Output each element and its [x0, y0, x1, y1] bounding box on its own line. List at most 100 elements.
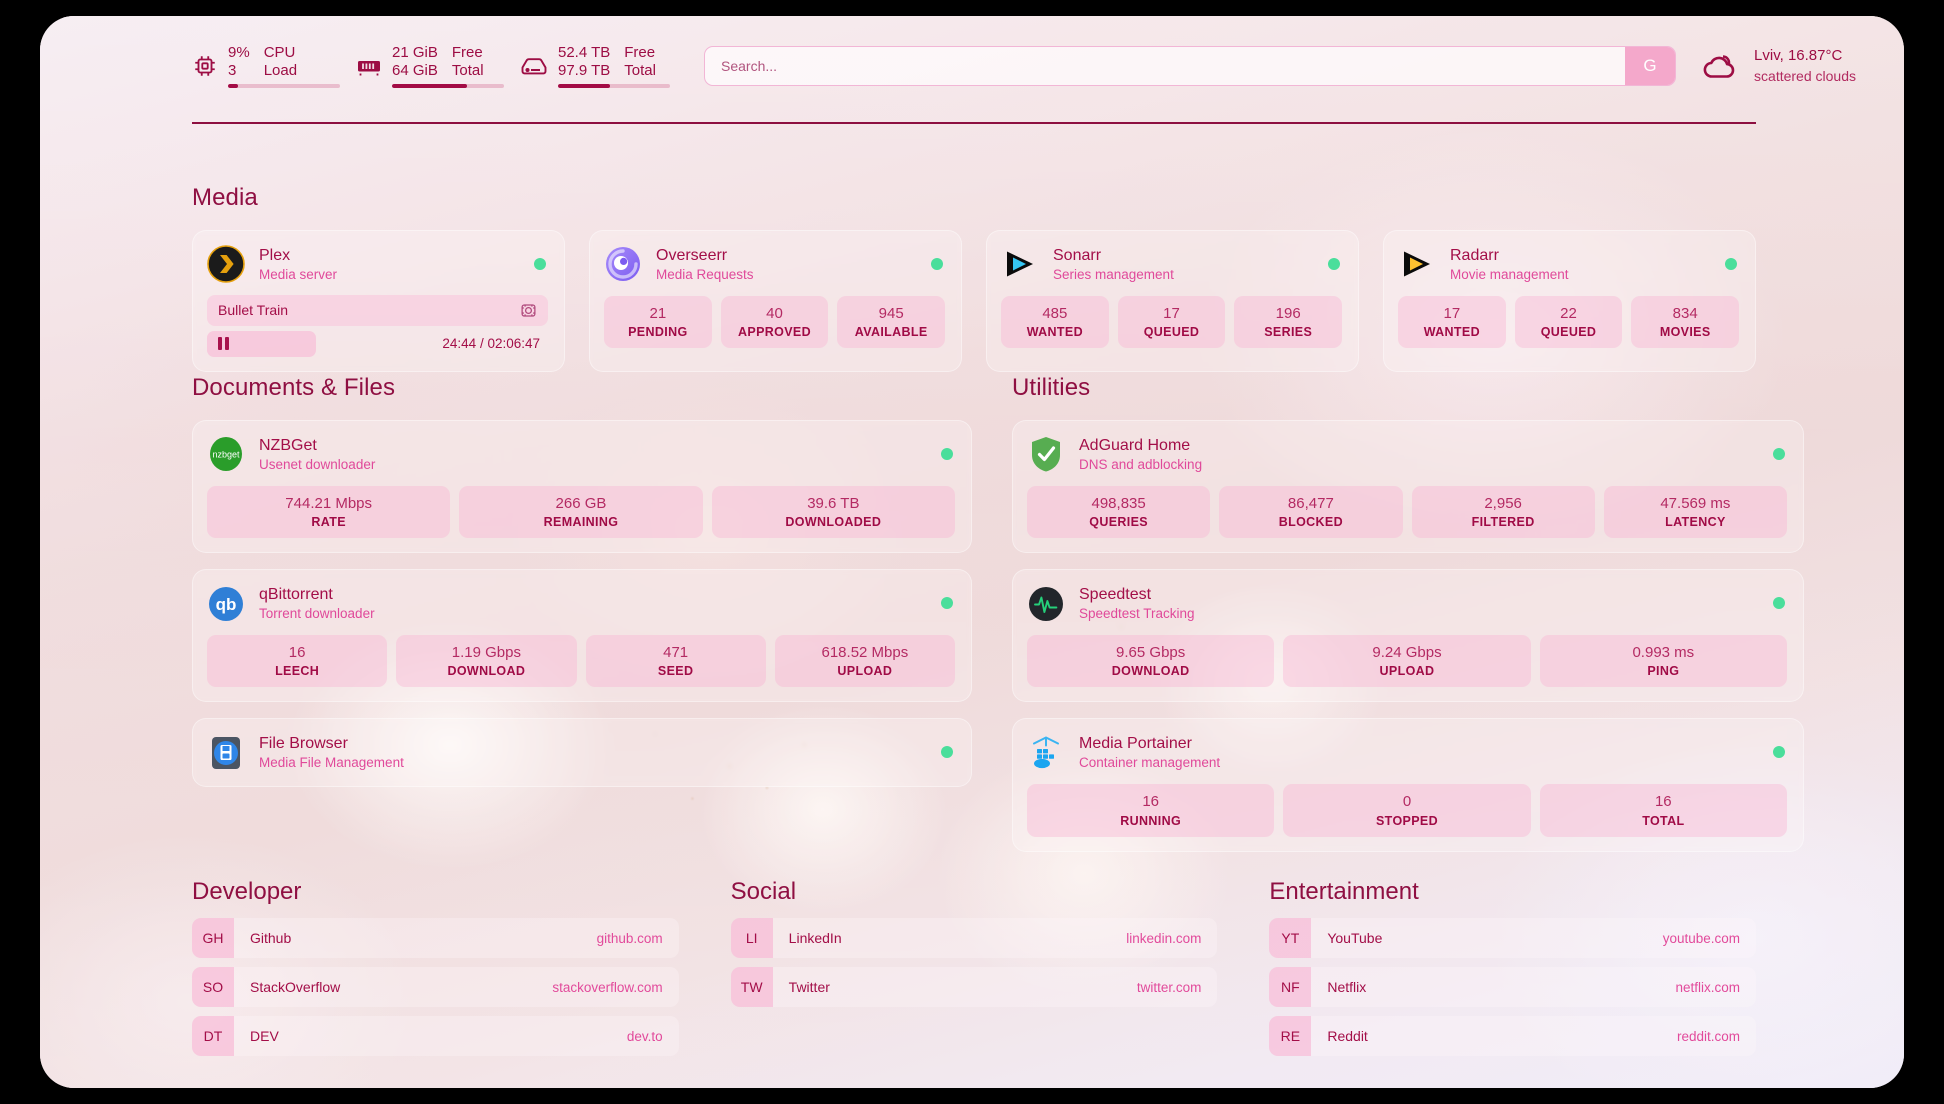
metrics-row: 9.65 Gbps DOWNLOAD 9.24 Gbps UPLOAD 0.993 ms…: [1027, 635, 1787, 688]
svg-text:nzbget: nzbget: [212, 450, 240, 460]
nzbget-icon: nzbget: [207, 435, 245, 473]
pause-icon[interactable]: [218, 337, 229, 351]
bookmark-name: StackOverflow: [250, 979, 341, 995]
metric-tile: 21 PENDING: [604, 295, 712, 349]
bookmark-url: dev.to: [626, 1028, 663, 1044]
status-indicator: [1773, 746, 1785, 759]
cloud-icon: [1702, 51, 1740, 81]
section-title-documents: Documents & Files: [192, 374, 396, 401]
stat-value-primary: 21 GiB: [392, 43, 438, 61]
stat-label-secondary: Load: [263, 61, 298, 79]
bookmark-item[interactable]: GH Github github.com: [192, 918, 679, 958]
metric-tile: 9.65 Gbps DOWNLOAD: [1027, 635, 1275, 688]
bookmark-name: LinkedIn: [788, 930, 842, 946]
dashboard-page: 9% 3 CPU Load 21 GiB 64 GiB Free Total 52.4 TB 97…: [40, 16, 1904, 1088]
metric-value: 9.24 Gbps: [1372, 644, 1442, 662]
search-bar[interactable]: G: [704, 46, 1677, 86]
metric-value: 0: [1402, 793, 1412, 811]
bookmark-group-title: Social: [730, 878, 797, 905]
bookmark-item[interactable]: DT DEV dev.to: [192, 1016, 679, 1056]
metric-tile: 0 STOPPED: [1283, 784, 1531, 837]
bookmark-item[interactable]: SO StackOverflow stackoverflow.com: [192, 967, 679, 1007]
service-subtitle: Media File Management: [259, 755, 404, 771]
metric-label: QUEUED: [1540, 325, 1597, 340]
bookmark-name: Reddit: [1327, 1028, 1368, 1044]
stat-value-secondary: 3: [228, 61, 237, 79]
stat-value-primary: 9%: [228, 43, 250, 61]
metric-tile: 40 APPROVED: [720, 295, 829, 349]
bookmark-group-title: Entertainment: [1269, 878, 1419, 905]
bookmark-name: Twitter: [788, 979, 830, 995]
metric-value: 86,477: [1287, 494, 1334, 512]
metric-label: RATE: [311, 515, 346, 530]
bookmark-url: github.com: [596, 930, 663, 946]
metric-value: 945: [878, 304, 904, 322]
bookmark-item[interactable]: LI LinkedIn linkedin.com: [730, 918, 1218, 958]
service-name: qBittorrent: [259, 586, 333, 604]
metric-label: MOVIES: [1659, 325, 1711, 340]
bookmark-item[interactable]: NF Netflix netflix.com: [1269, 967, 1757, 1007]
service-subtitle: Media Requests: [656, 267, 754, 283]
bookmark-name: Github: [250, 930, 292, 946]
metric-value: 0.993 ms: [1632, 644, 1695, 662]
metric-tile: 834 MOVIES: [1631, 295, 1740, 349]
metric-label: REMAINING: [543, 515, 619, 530]
service-card[interactable]: AdGuard Home DNS and adblocking 498,835 QUE…: [1012, 420, 1804, 554]
metric-tile: 266 GB REMAINING: [459, 485, 703, 539]
service-card[interactable]: qb qBittorrent Torrent downloader 16 LEECH 1.…: [192, 569, 972, 703]
bookmark-url: netflix.com: [1675, 979, 1741, 995]
metric-label: PING: [1647, 664, 1680, 679]
metric-label: WANTED: [1423, 325, 1480, 340]
search-input[interactable]: [705, 47, 1626, 85]
adguard-icon: [1027, 435, 1065, 473]
service-card[interactable]: Media Portainer Container management 16 RUN…: [1012, 718, 1804, 852]
service-card[interactable]: nzbget NZBGet Usenet downloader 744.21 Mbps…: [192, 420, 972, 554]
status-indicator: [1328, 258, 1340, 270]
metric-tile: 16 TOTAL: [1539, 784, 1787, 837]
disk-icon: [520, 54, 548, 78]
service-name: Plex: [259, 247, 291, 264]
metrics-row: 21 PENDING 40 APPROVED 945 AVAILABLE: [604, 295, 946, 349]
bookmark-group: Developer GH Github github.com SO StackOverfl…: [192, 878, 679, 1065]
metric-tile: 471 SEED: [585, 635, 766, 688]
metric-label: TOTAL: [1642, 813, 1685, 828]
stat-label-primary: CPU: [263, 43, 296, 61]
service-card[interactable]: File Browser Media File Management: [192, 718, 972, 788]
bookmarks-region: Developer GH Github github.com SO StackOverfl…: [192, 878, 1757, 1065]
service-card[interactable]: Overseerr Media Requests 21 PENDING 40 APPROV…: [589, 230, 962, 372]
bookmark-item[interactable]: TW Twitter twitter.com: [730, 967, 1218, 1007]
metric-tile: 744.21 Mbps RATE: [207, 485, 451, 539]
service-subtitle: Torrent downloader: [259, 606, 375, 622]
cast-icon[interactable]: [520, 302, 537, 319]
service-name: Speedtest: [1079, 586, 1152, 604]
metric-value: 471: [663, 644, 689, 662]
speedtest-icon: [1027, 585, 1065, 623]
stat-cpu: 9% 3 CPU Load: [192, 43, 352, 89]
service-card[interactable]: Plex Media server Bullet Train 24:44 / 02:0…: [192, 230, 565, 372]
stat-progress-bar: [228, 84, 340, 89]
sonarr-icon: [1001, 245, 1039, 283]
service-card[interactable]: Radarr Movie management 17 WANTED 22 QUEUED 83…: [1383, 230, 1756, 372]
service-subtitle: Container management: [1079, 755, 1221, 771]
bookmark-badge: DT: [192, 1016, 234, 1056]
service-card[interactable]: Speedtest Speedtest Tracking 9.65 Gbps DOWN…: [1012, 569, 1804, 703]
search-submit-button[interactable]: G: [1625, 47, 1676, 85]
metric-tile: 39.6 TB DOWNLOADED: [711, 485, 955, 539]
bookmark-url: twitter.com: [1136, 979, 1202, 995]
service-card[interactable]: Sonarr Series management 485 WANTED 17 QUEUED…: [986, 230, 1359, 372]
service-subtitle: DNS and adblocking: [1079, 457, 1203, 473]
stat-label-secondary: Total: [624, 61, 656, 79]
metric-tile: 17 QUEUED: [1117, 295, 1226, 349]
metrics-row: 485 WANTED 17 QUEUED 196 SERIES: [1001, 295, 1343, 349]
bookmark-name: DEV: [250, 1028, 279, 1044]
section-title-media: Media: [192, 184, 258, 211]
service-name: NZBGet: [259, 437, 317, 454]
metric-value: 47.569 ms: [1660, 494, 1731, 512]
stat-disk: 52.4 TB 97.9 TB Free Total: [520, 44, 682, 89]
weather-widget[interactable]: Lviv, 16.87°C scattered clouds: [1702, 46, 1856, 85]
service-name: Radarr: [1450, 247, 1499, 264]
bookmark-item[interactable]: YT YouTube youtube.com: [1269, 918, 1757, 958]
metric-tile: 16 LEECH: [207, 635, 388, 688]
now-playing: Bullet Train 24:44 / 02:06:47: [207, 294, 548, 357]
bookmark-item[interactable]: RE Reddit reddit.com: [1269, 1016, 1757, 1056]
